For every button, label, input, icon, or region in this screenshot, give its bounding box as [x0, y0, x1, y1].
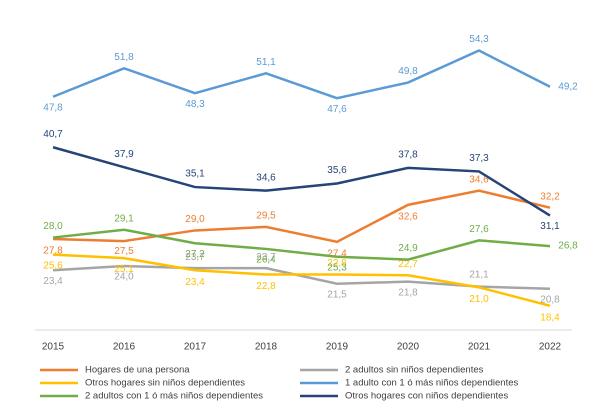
data-label: 23,4 — [43, 276, 63, 287]
data-label: 23,7 — [256, 252, 276, 263]
data-label: 23,7 — [185, 252, 205, 263]
data-label: 24,0 — [114, 272, 134, 283]
data-label: 29,1 — [114, 213, 134, 224]
data-label: 37,9 — [114, 149, 134, 160]
data-label: 21,5 — [327, 289, 347, 300]
data-label: 32,2 — [540, 191, 560, 202]
data-label: 51,1 — [256, 57, 276, 68]
data-label: 27,5 — [114, 246, 134, 257]
legend-label: 1 adulto con 1 ó más niños dependientes — [345, 378, 518, 389]
data-label: 49,2 — [558, 81, 578, 92]
legend-label: 2 adultos sin niños dependientes — [345, 365, 484, 376]
data-label: 18,4 — [540, 312, 560, 323]
data-label: 22,8 — [327, 258, 347, 269]
data-label: 49,8 — [398, 66, 418, 77]
data-label: 48,3 — [185, 99, 205, 110]
x-tick-label: 2020 — [397, 342, 420, 353]
x-tick-label: 2018 — [255, 342, 278, 353]
legend-label: 2 adultos con 1 ó más niños dependientes — [85, 391, 263, 402]
data-label: 22,8 — [256, 281, 276, 292]
data-label: 29,0 — [185, 214, 205, 225]
data-label: 21,1 — [469, 269, 489, 280]
data-label: 22,7 — [398, 259, 418, 270]
data-label: 34,6 — [469, 174, 489, 185]
x-tick-label: 2022 — [539, 342, 562, 353]
x-tick-label: 2017 — [184, 342, 207, 353]
legend-label: Otros hogares sin niños dependientes — [85, 378, 245, 389]
data-label: 29,5 — [256, 211, 276, 222]
data-label: 27,8 — [43, 246, 63, 257]
series-line — [52, 228, 551, 261]
data-label: 23,4 — [185, 277, 205, 288]
data-label: 37,3 — [469, 153, 489, 164]
data-label: 47,6 — [327, 104, 347, 115]
data-label: 27,4 — [327, 248, 347, 259]
data-label: 25,6 — [43, 260, 63, 271]
data-label: 21,8 — [398, 287, 418, 298]
data-label: 26,8 — [558, 241, 578, 252]
series-line — [52, 189, 551, 244]
x-tick-label: 2019 — [326, 342, 349, 353]
data-label: 35,6 — [327, 165, 347, 176]
data-label: 40,7 — [43, 129, 63, 140]
data-label: 37,8 — [398, 150, 418, 161]
series-line — [52, 49, 551, 100]
data-label: 51,8 — [114, 52, 134, 63]
data-label: 31,1 — [540, 221, 560, 232]
x-tick-label: 2016 — [113, 342, 136, 353]
data-label: 47,8 — [43, 102, 63, 113]
x-tick-label: 2015 — [42, 342, 65, 353]
data-label: 34,6 — [256, 172, 276, 183]
data-label: 35,1 — [185, 169, 205, 180]
data-label: 27,2 — [185, 249, 205, 260]
data-label: 26,4 — [256, 255, 276, 266]
x-tick-label: 2021 — [468, 342, 491, 353]
data-label: 27,6 — [469, 224, 489, 235]
data-label: 25,1 — [114, 264, 134, 275]
data-label: 54,3 — [469, 34, 489, 45]
series-line — [52, 253, 551, 308]
legend-label: Otros hogares con niños dependientes — [345, 391, 508, 402]
series-line — [52, 146, 551, 217]
data-label: 24,9 — [398, 243, 418, 254]
data-label: 28,0 — [43, 221, 63, 232]
data-label: 32,6 — [398, 211, 418, 222]
legend-label: Hogares de una persona — [85, 365, 190, 376]
data-label: 20,8 — [540, 294, 560, 305]
data-label: 21,0 — [469, 294, 489, 305]
data-label: 25,3 — [327, 262, 347, 273]
